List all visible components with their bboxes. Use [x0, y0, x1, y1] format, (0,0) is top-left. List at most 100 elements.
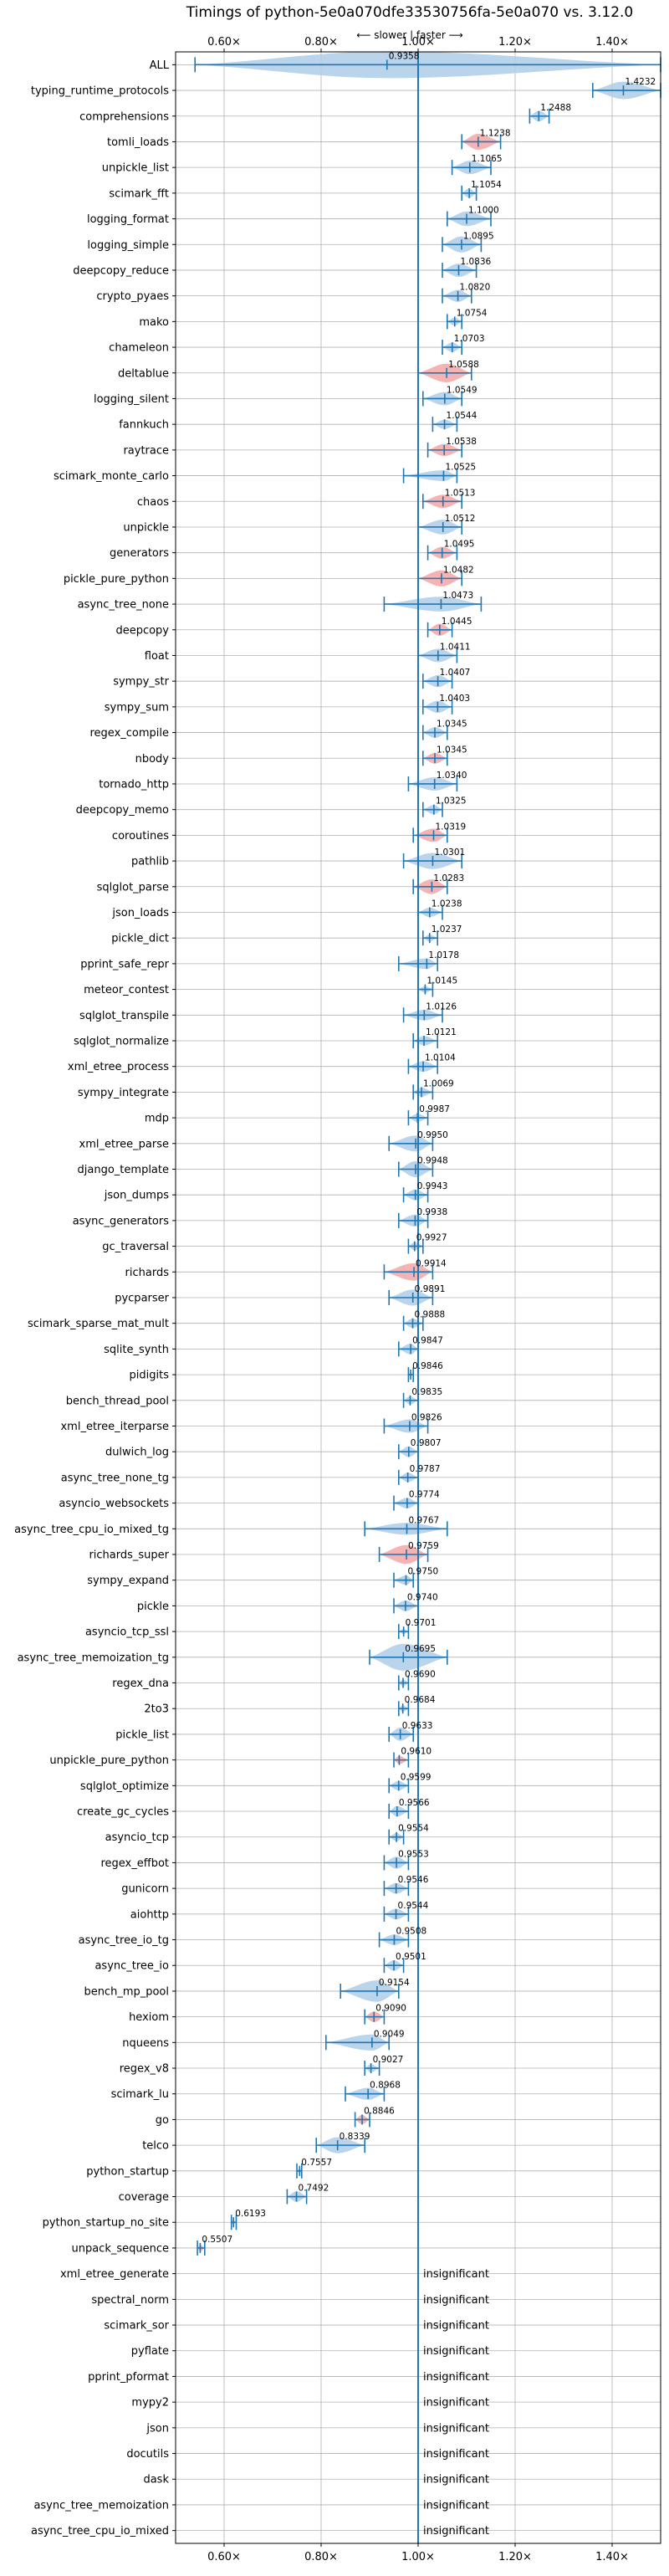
y-tick-label: fannkuch: [119, 419, 169, 432]
value-label: 0.6193: [235, 2209, 266, 2219]
value-label: 0.9508: [396, 1927, 426, 1937]
y-tick-label: async_tree_none_tg: [61, 1472, 169, 1484]
y-tick-label: async_tree_none: [78, 599, 169, 612]
y-tick-label: xml_etree_parse: [79, 1138, 169, 1150]
y-tick-label: create_gc_cycles: [77, 1806, 169, 1819]
value-label: 0.9767: [408, 1515, 439, 1525]
x-tick-label-bottom: 0.80×: [304, 2551, 338, 2563]
y-tick-label: scimark_lu: [111, 2088, 169, 2101]
y-tick-label: regex_effbot: [100, 1857, 169, 1870]
value-label: 1.0482: [443, 565, 474, 575]
value-label: 1.0283: [433, 873, 464, 883]
value-label: 0.9553: [398, 1849, 429, 1859]
x-tick-label-top: 1.20×: [498, 36, 532, 49]
y-tick-label: pickle_dict: [111, 933, 169, 945]
value-label: 0.8846: [364, 2106, 395, 2116]
value-label: 1.0895: [463, 231, 494, 241]
insignificant-label: insignificant: [423, 2320, 489, 2333]
value-label: 1.4232: [625, 77, 656, 87]
value-label: 0.8339: [340, 2132, 370, 2142]
y-tick-label: scimark_fft: [109, 187, 169, 200]
y-tick-label: crypto_pyaes: [96, 290, 169, 303]
y-tick-label: unpickle_list: [102, 162, 169, 175]
value-label: 1.0345: [437, 745, 467, 755]
value-label: 0.9787: [410, 1464, 441, 1474]
insignificant-label: insignificant: [423, 2294, 489, 2307]
y-tick-label: 2to3: [144, 1703, 169, 1716]
value-label: 1.0513: [445, 488, 476, 498]
value-label: 0.9826: [411, 1413, 442, 1423]
y-tick-label: docutils: [126, 2448, 169, 2461]
value-label: 1.0538: [446, 437, 477, 447]
y-tick-label: asyncio_tcp: [105, 1831, 169, 1844]
value-label: 0.9695: [405, 1644, 436, 1654]
y-tick-label: async_tree_io_tg: [79, 1934, 169, 1947]
y-tick-label: python_startup_no_site: [43, 2217, 169, 2230]
value-label: 1.0237: [432, 924, 462, 935]
y-tick-label: pycparser: [115, 1293, 169, 1305]
value-label: 0.9950: [417, 1130, 448, 1140]
value-label: 0.9914: [416, 1258, 447, 1268]
y-tick-label: comprehensions: [79, 110, 169, 123]
y-tick-label: sqlglot_optimize: [80, 1780, 169, 1793]
insignificant-label: insignificant: [423, 2499, 489, 2512]
y-tick-label: mypy2: [131, 2397, 169, 2410]
value-label: 0.9684: [405, 1695, 436, 1705]
y-tick-label: regex_v8: [120, 2063, 169, 2076]
value-label: 0.9701: [406, 1618, 437, 1628]
y-tick-label: regex_dna: [112, 1677, 169, 1690]
value-label: 1.0525: [445, 463, 476, 473]
value-label: 1.0145: [426, 976, 457, 986]
plot-frame: [175, 51, 661, 2544]
value-label: 0.9943: [417, 1181, 448, 1191]
y-tick-label: sympy_str: [113, 676, 169, 689]
value-label: 0.9554: [398, 1824, 429, 1834]
y-tick-label: deepcopy: [115, 624, 169, 637]
y-tick-label: scimark_sor: [104, 2320, 169, 2333]
value-label: 1.0495: [444, 540, 475, 550]
value-label: 0.9835: [411, 1387, 442, 1397]
value-label: 0.9090: [375, 2004, 406, 2014]
value-label: 0.9546: [398, 1875, 429, 1885]
value-label: 1.1065: [472, 154, 503, 164]
y-tick-label: async_tree_cpu_io_mixed_tg: [14, 1524, 169, 1536]
y-tick-label: python_startup: [86, 2165, 169, 2178]
y-tick-label: scimark_monte_carlo: [54, 470, 169, 483]
y-tick-label: dask: [143, 2474, 169, 2486]
value-label: 0.9888: [415, 1310, 446, 1320]
y-tick-label: sympy_sum: [105, 701, 169, 714]
value-label: 0.9154: [379, 1978, 410, 1988]
insignificant-label: insignificant: [423, 2268, 489, 2281]
value-label: 0.9358: [389, 51, 420, 61]
value-label: 1.0703: [454, 334, 485, 344]
y-tick-label: pickle_pure_python: [64, 573, 169, 586]
value-label: 1.0445: [442, 617, 472, 627]
y-tick-label: float: [145, 650, 169, 663]
value-label: 0.9501: [396, 1952, 426, 1962]
value-label: 0.9750: [408, 1567, 439, 1577]
x-tick-label-top: 1.40×: [595, 36, 629, 49]
labels-layer: 0.60× 0.60× 0.80× 0.80× 1.00× 1.00× 1.20× 1.20×…: [14, 36, 656, 2563]
y-tick-label: gc_traversal: [102, 1241, 169, 1253]
y-tick-label: mako: [139, 316, 169, 329]
value-label: 1.1054: [471, 180, 502, 190]
insignificant-label: insignificant: [423, 2422, 489, 2435]
value-label: 0.9927: [416, 1233, 447, 1243]
value-label: 1.0121: [426, 1027, 457, 1037]
value-label: 0.9049: [374, 2029, 405, 2039]
value-label: 1.0473: [442, 591, 473, 601]
y-tick-label: xml_etree_process: [68, 1061, 169, 1073]
value-label: 1.0836: [460, 257, 491, 267]
value-label: 0.9544: [398, 1901, 429, 1911]
value-label: 0.7557: [301, 2158, 332, 2168]
y-tick-label: go: [156, 2114, 169, 2127]
y-tick-label: coverage: [119, 2191, 169, 2204]
value-label: 0.9891: [415, 1284, 446, 1294]
insignificant-label: insignificant: [423, 2371, 489, 2384]
y-tick-label: async_tree_io: [94, 1960, 169, 1973]
value-label: 0.9027: [373, 2055, 404, 2065]
chart-subtitle: ⟵ slower | faster ⟶: [356, 29, 463, 41]
value-label: 0.9599: [401, 1772, 432, 1782]
